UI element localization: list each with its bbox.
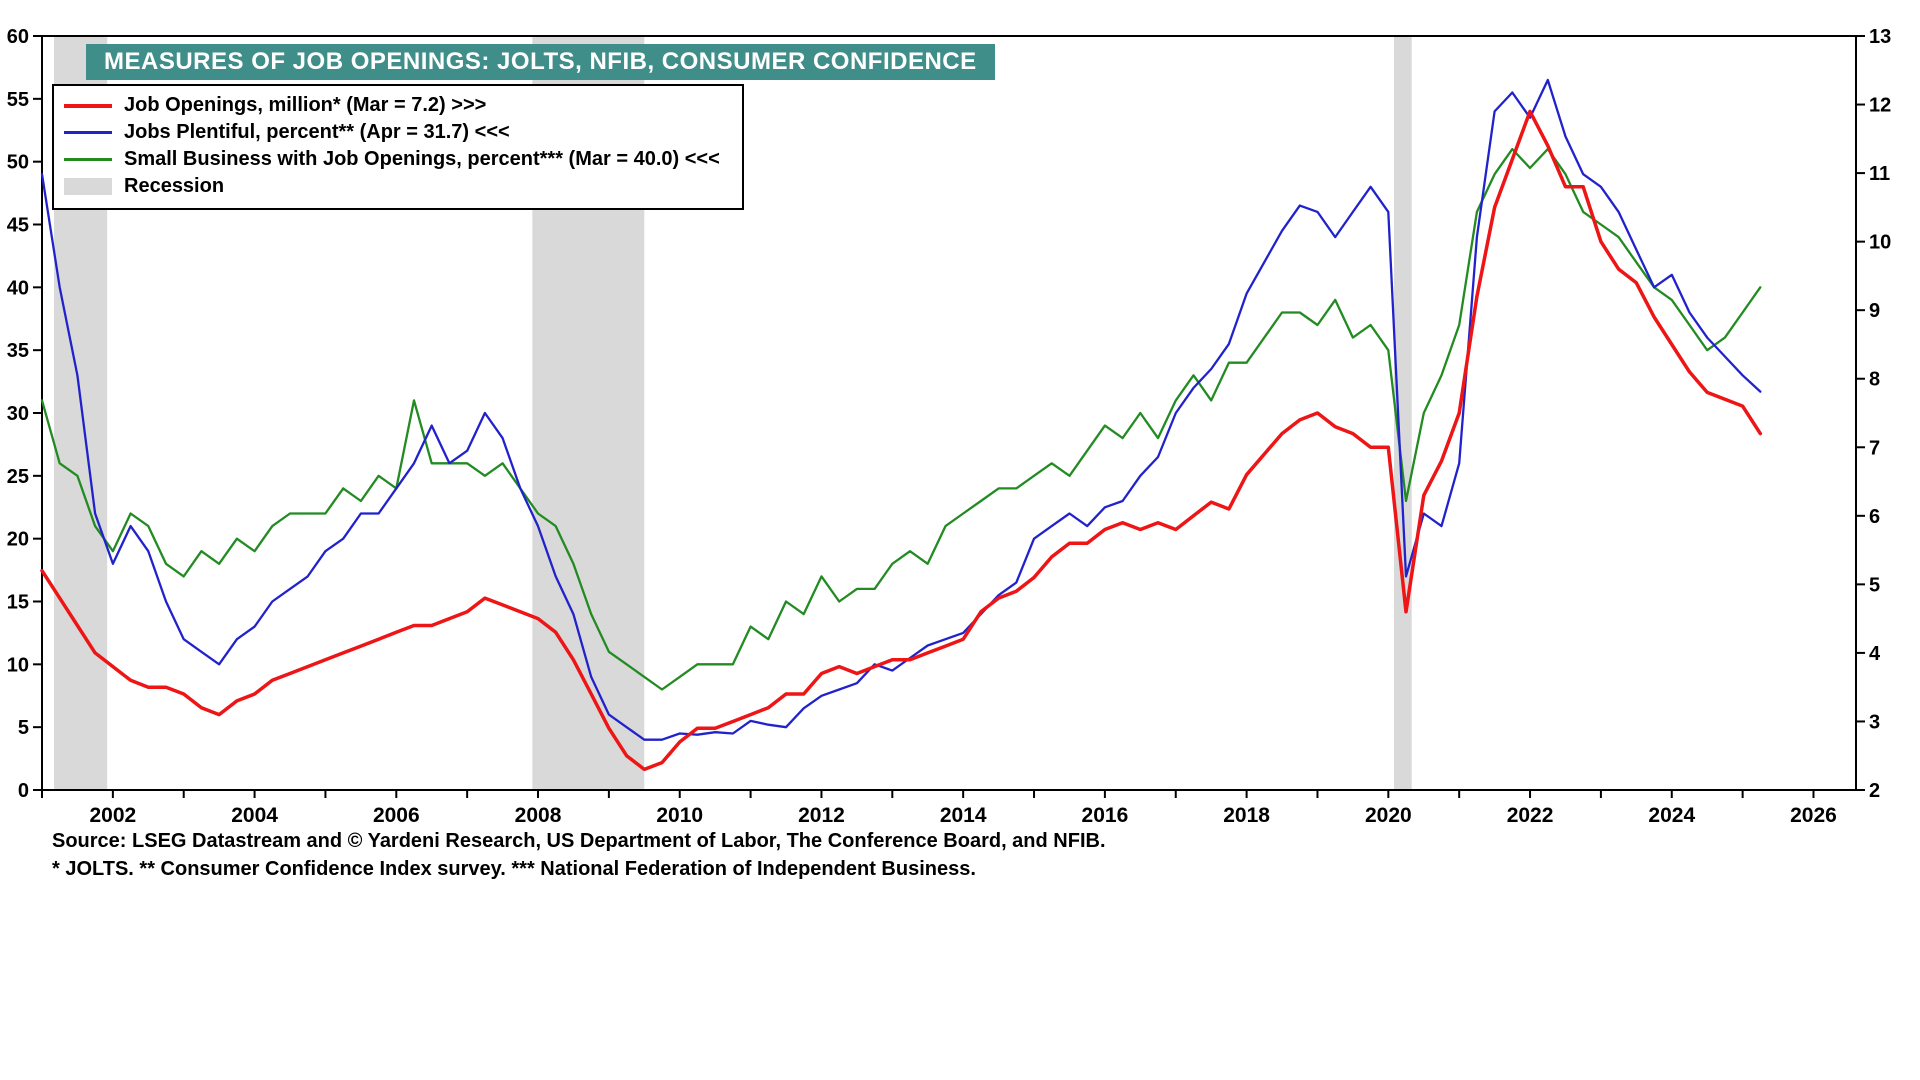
x-axis-tick-label: 2006	[373, 804, 420, 827]
right-axis-tick-label: 2	[1869, 780, 1880, 802]
x-axis-tick-label: 2024	[1648, 804, 1695, 827]
left-axis-tick-label: 45	[7, 215, 29, 237]
left-axis-tick-label: 35	[7, 340, 29, 362]
source-line: Source: LSEG Datastream and © Yardeni Re…	[52, 830, 1106, 852]
right-axis-tick-label: 5	[1869, 574, 1880, 596]
chart-title: MEASURES OF JOB OPENINGS: JOLTS, NFIB, C…	[86, 44, 995, 80]
jobs-plentiful-line-swatch	[64, 131, 112, 134]
left-axis-tick-label: 30	[7, 403, 29, 425]
left-axis-tick-label: 0	[18, 780, 29, 802]
right-axis-tick-label: 6	[1869, 506, 1880, 528]
left-axis-tick-label: 10	[7, 654, 29, 676]
left-axis-tick-label: 60	[7, 26, 29, 48]
x-axis-tick-label: 2022	[1507, 804, 1554, 827]
left-axis-tick-label: 5	[18, 717, 29, 739]
right-axis-tick-label: 4	[1869, 643, 1881, 665]
legend: Job Openings, million* (Mar = 7.2) >>> J…	[52, 84, 744, 210]
left-axis-tick-label: 25	[7, 466, 29, 488]
legend-item-recession: Recession	[64, 173, 732, 200]
recession-swatch	[64, 178, 112, 195]
x-axis-tick-label: 2016	[1082, 804, 1129, 827]
series-line-small-business-openings	[40, 147, 1762, 691]
job-openings-line-swatch	[64, 103, 112, 108]
left-axis-tick-label: 55	[7, 89, 29, 111]
series-line-jobs-plentiful	[40, 78, 1762, 741]
right-axis-tick-label: 11	[1869, 163, 1890, 185]
right-axis-tick-label: 9	[1869, 300, 1880, 322]
left-axis-tick-label: 50	[7, 152, 29, 174]
right-axis-tick-label: 12	[1869, 95, 1891, 117]
right-axis-tick-label: 8	[1869, 369, 1880, 391]
x-axis-tick-label: 2008	[515, 804, 562, 827]
x-axis-tick-label: 2014	[940, 804, 987, 827]
right-axis-tick-label: 13	[1869, 26, 1891, 48]
x-axis-tick-label: 2012	[798, 804, 845, 827]
right-axis-tick-label: 10	[1869, 232, 1891, 254]
x-axis-tick-label: 2018	[1223, 804, 1270, 827]
legend-label-recession: Recession	[124, 175, 225, 197]
x-axis-tick-label: 2002	[90, 804, 137, 827]
small-business-line-swatch	[64, 158, 112, 161]
right-axis-tick-label: 3	[1869, 711, 1880, 733]
series-line-job-openings	[40, 109, 1763, 772]
x-axis-tick-label: 2004	[231, 804, 278, 827]
legend-label-job-openings: Job Openings, million* (Mar = 7.2) >>>	[124, 94, 487, 116]
left-axis-tick-label: 20	[7, 529, 29, 551]
legend-item-job-openings: Job Openings, million* (Mar = 7.2) >>>	[64, 92, 732, 119]
footnote-line: * JOLTS. ** Consumer Confidence Index su…	[52, 858, 976, 880]
left-axis-tick-label: 40	[7, 277, 29, 299]
legend-item-jobs-plentiful: Jobs Plentiful, percent** (Apr = 31.7) <…	[64, 119, 732, 146]
legend-item-small-business: Small Business with Job Openings, percen…	[64, 146, 732, 173]
legend-label-small-business: Small Business with Job Openings, percen…	[124, 148, 720, 170]
x-axis-tick-label: 2010	[656, 804, 703, 827]
x-axis-tick-label: 2026	[1790, 804, 1837, 827]
x-axis-tick-label: 2020	[1365, 804, 1412, 827]
right-axis-tick-label: 7	[1869, 437, 1880, 459]
legend-label-jobs-plentiful: Jobs Plentiful, percent** (Apr = 31.7) <…	[124, 121, 510, 143]
left-axis-tick-label: 15	[7, 592, 29, 614]
